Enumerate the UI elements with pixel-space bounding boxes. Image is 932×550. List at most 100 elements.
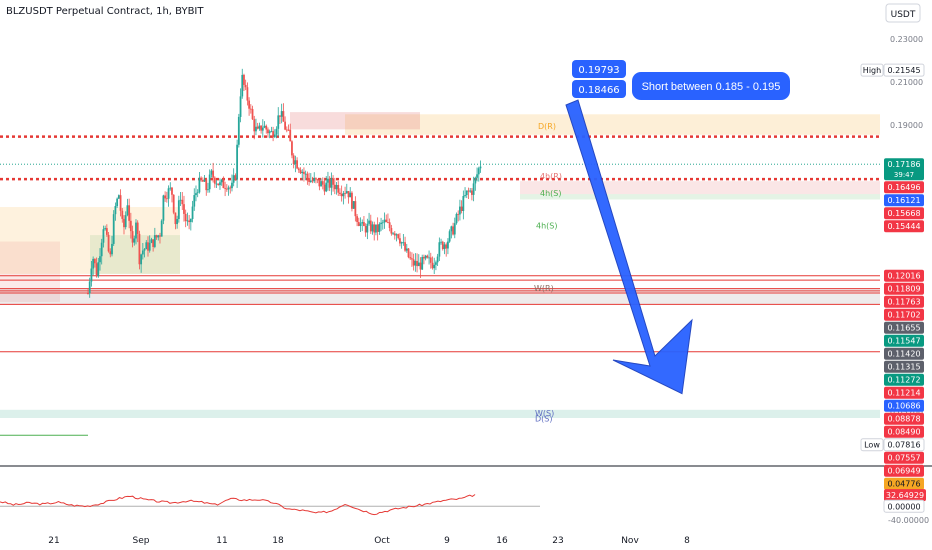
candle-body [368, 220, 370, 224]
candle-body [364, 226, 367, 233]
candle-body [249, 108, 252, 110]
entry-high-label: 0.19793 [578, 65, 619, 76]
candle-body [469, 190, 472, 192]
price-tag-0.07557 [884, 451, 924, 464]
price-tag-label: 0.07557 [887, 454, 920, 463]
candle-body [150, 239, 153, 243]
candle-body [136, 222, 139, 234]
bearish-arrow [565, 99, 693, 395]
price-tag-label: 0.11547 [887, 337, 920, 346]
candle-body [95, 263, 98, 277]
candle-body [258, 125, 261, 129]
candle-body [255, 126, 257, 132]
weekly-support-zone [0, 409, 880, 418]
trade-note-label: Short between 0.185 - 0.195 [642, 81, 781, 93]
candle-body [344, 193, 346, 194]
candle-body [378, 224, 381, 232]
currency-button[interactable]: USDT [885, 3, 921, 23]
zone-label-4hr: 4h(R) [540, 172, 562, 181]
candle-body [433, 264, 436, 269]
x-tick-oct: Oct [374, 536, 390, 546]
candle-body [366, 223, 369, 233]
candle-body [345, 191, 348, 194]
candle-body [472, 183, 475, 195]
candle-body [261, 127, 264, 131]
price-tag-label: 0.11702 [887, 311, 920, 320]
candle-body [465, 190, 468, 196]
candle-body [395, 234, 398, 236]
candle-body [104, 228, 107, 230]
candle-body [457, 213, 460, 215]
candle-body [328, 178, 331, 188]
candle-body [213, 177, 216, 184]
candle-body [93, 258, 96, 264]
candle-body [99, 256, 101, 263]
candle-body [308, 178, 310, 182]
price-tag-0.11763 [884, 295, 924, 308]
candle-body [123, 218, 125, 228]
candle-body [380, 222, 382, 225]
price-tag-0.08490 [884, 425, 924, 438]
candle-body [215, 183, 218, 185]
candle-body [201, 180, 204, 182]
candle-body [306, 173, 309, 179]
candle-body [177, 200, 180, 219]
candle-body [443, 244, 446, 250]
candle-body [246, 87, 249, 101]
candle-body [392, 233, 394, 235]
rsi-value-tag [884, 489, 926, 502]
candle-body [376, 224, 379, 232]
candle-body [321, 181, 324, 185]
side-label-high: High [863, 66, 881, 75]
candle-body [203, 179, 206, 182]
zone-labels: D(R) 4h(R) 4h(S) 4h(S) W(R) W(S)D(S) [534, 122, 562, 423]
zone-label-ws: W(S) [535, 409, 554, 418]
y-tick-0.19000: 0.19000 [890, 121, 923, 130]
y-tick-0.05700: 0.05700 [890, 408, 923, 417]
candle-body [232, 175, 235, 183]
candle-body [174, 212, 177, 225]
candle-body [337, 184, 340, 193]
rsi-baseline-label: 0.00000 [887, 502, 920, 511]
candle-body [340, 193, 343, 197]
side-label-box [860, 63, 884, 77]
price-tag-0.15668 [884, 207, 924, 220]
zone-label-dr: D(R) [538, 122, 556, 131]
candle-body [342, 193, 345, 197]
entry-low-label: 0.18466 [578, 85, 619, 96]
candle-body [409, 257, 412, 259]
candle-body [234, 175, 237, 180]
x-tick-sep: Sep [133, 536, 150, 546]
price-tag-0.11315 [884, 360, 924, 373]
candle-body [280, 111, 283, 117]
price-tag-label: 0.15668 [887, 209, 920, 218]
candle-body [464, 195, 466, 197]
candle-body [436, 256, 439, 263]
candle-body [195, 193, 197, 196]
candle-body [133, 238, 136, 243]
candle-body [397, 234, 400, 239]
candle-body [171, 187, 173, 195]
top-red-zone [290, 112, 420, 130]
side-label-low: Low [864, 441, 880, 450]
candle-body [116, 198, 119, 207]
candle-body [172, 194, 175, 213]
candle-body [441, 241, 444, 250]
price-tag-label: 0.11214 [887, 389, 920, 398]
candle-body [198, 177, 201, 193]
candle-body [291, 141, 293, 156]
candle-body [256, 126, 259, 129]
candle-body [385, 219, 388, 223]
candle-body [474, 177, 477, 184]
candle-body [164, 195, 167, 199]
price-tag-label: 0.10686 [887, 402, 920, 411]
candle-body [159, 235, 161, 237]
candle-body [387, 222, 389, 223]
horizontal-levels [0, 135, 880, 436]
rsi-tick: -40.00000 [888, 516, 929, 525]
candle-body [119, 195, 122, 211]
x-tick-23: 23 [552, 536, 563, 546]
candle-body [301, 171, 304, 174]
price-tag-label: 0.15444 [887, 222, 920, 231]
